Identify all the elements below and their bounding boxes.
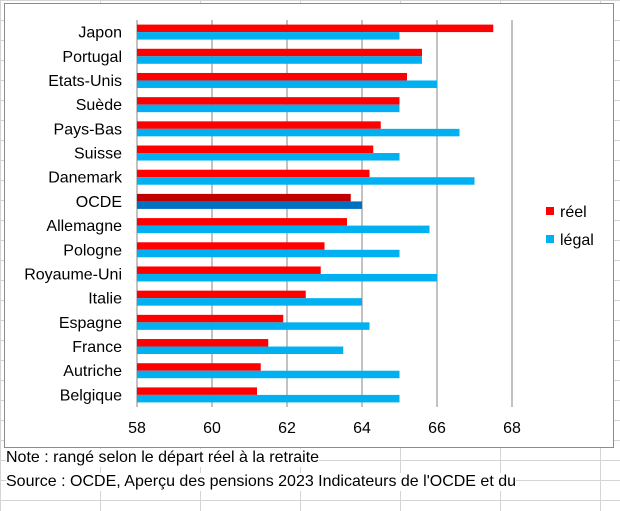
- bars: [137, 24, 494, 403]
- bar-reel-suède: [137, 97, 400, 105]
- bar-reel-etats-unis: [137, 72, 407, 81]
- bar-legal-allemagne: [137, 225, 430, 234]
- legend: réel légal: [546, 204, 594, 249]
- x-tick-label: 64: [353, 420, 371, 437]
- category-label: Pays-Bas: [54, 121, 122, 138]
- x-tick-label: 60: [203, 420, 221, 437]
- bar-reel-espagne: [137, 314, 284, 323]
- category-label: Royaume-Uni: [24, 266, 122, 283]
- category-label: Italie: [88, 291, 122, 308]
- legend-swatch-legal: [546, 235, 554, 243]
- category-label: OCDE: [76, 194, 122, 211]
- bar-reel-italie: [137, 290, 306, 299]
- bar-legal-royaume-uni: [137, 273, 437, 282]
- bar-legal-suisse: [137, 153, 400, 161]
- bar-reel-allemagne: [137, 218, 347, 226]
- category-label: Suisse: [74, 146, 122, 163]
- legend-label-reel: réel: [560, 204, 587, 221]
- bar-legal-danemark: [137, 177, 475, 185]
- bar-legal-autriche: [137, 370, 400, 379]
- x-axis: 58 60 62 64 66 68: [128, 420, 521, 437]
- source-text: Source : OCDE, Aperçu des pensions 2023 …: [6, 473, 516, 491]
- bar-legal-pays-bas: [137, 128, 460, 137]
- category-label: France: [72, 339, 122, 356]
- legend-swatch-reel: [546, 207, 554, 215]
- bar-reel-ocde: [137, 193, 351, 202]
- bar-legal-espagne: [137, 322, 370, 330]
- category-label: Espagne: [59, 315, 122, 332]
- bar-reel-pays-bas: [137, 121, 381, 129]
- bar-legal-etats-unis: [137, 80, 437, 88]
- bar-reel-pologne: [137, 242, 325, 250]
- retirement-age-bar-chart: Japon Portugal Etats-Unis Suède Pays-Bas Suis…: [24, 20, 594, 437]
- category-label: Belgique: [60, 387, 122, 404]
- category-label: Danemark: [48, 170, 123, 187]
- bar-legal-belgique: [137, 394, 400, 403]
- bar-legal-japon: [137, 32, 400, 40]
- bar-reel-danemark: [137, 169, 370, 178]
- category-label: Etats-Unis: [48, 73, 122, 90]
- category-label: Portugal: [62, 49, 122, 66]
- bar-legal-pologne: [137, 249, 400, 258]
- note-text: Note : rangé selon le départ réel à la r…: [6, 449, 320, 467]
- bar-reel-belgique: [137, 387, 257, 395]
- bar-legal-italie: [137, 298, 362, 306]
- category-label: Japon: [78, 25, 122, 42]
- x-tick-label: 62: [278, 420, 296, 437]
- category-label: Autriche: [63, 363, 122, 380]
- x-tick-label: 66: [428, 420, 446, 437]
- category-label: Allemagne: [46, 218, 122, 235]
- bar-reel-suisse: [137, 145, 374, 154]
- category-label: Suède: [76, 97, 122, 114]
- x-tick-label: 68: [503, 420, 521, 437]
- bar-legal-suède: [137, 104, 400, 113]
- x-tick-label: 58: [128, 420, 146, 437]
- bar-legal-france: [137, 346, 344, 355]
- legend-label-legal: légal: [560, 232, 594, 249]
- bar-legal-portugal: [137, 56, 422, 64]
- bar-reel-royaume-uni: [137, 266, 321, 274]
- bar-reel-japon: [137, 24, 494, 33]
- bar-reel-france: [137, 339, 269, 347]
- bar-legal-ocde: [137, 201, 362, 209]
- bar-reel-autriche: [137, 363, 261, 371]
- category-labels: Japon Portugal Etats-Unis Suède Pays-Bas Suis…: [24, 25, 123, 405]
- category-label: Pologne: [63, 242, 122, 259]
- bar-reel-portugal: [137, 48, 422, 57]
